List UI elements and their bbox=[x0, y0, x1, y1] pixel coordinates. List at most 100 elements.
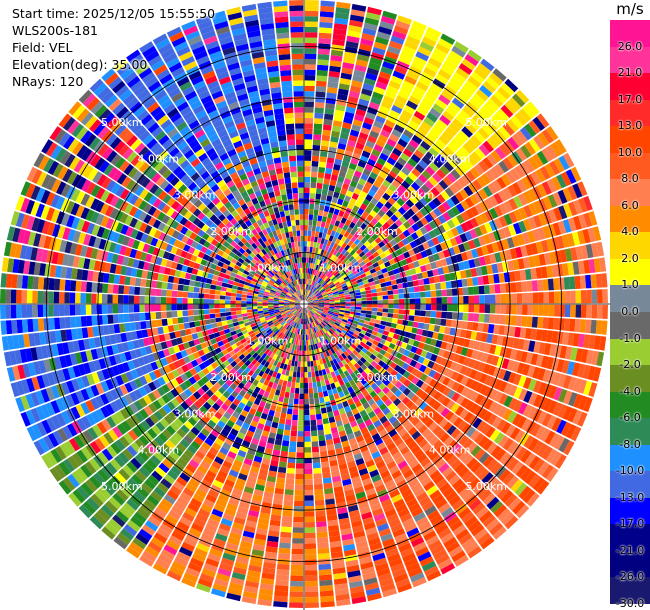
velocity-gate bbox=[289, 586, 304, 592]
velocity-gate bbox=[316, 259, 321, 266]
velocity-gate bbox=[374, 213, 382, 222]
velocity-gate bbox=[327, 212, 334, 219]
velocity-gate bbox=[340, 188, 348, 196]
velocity-gate bbox=[438, 94, 451, 106]
velocity-gate bbox=[535, 168, 546, 183]
velocity-gate bbox=[433, 207, 442, 217]
velocity-gate bbox=[454, 235, 463, 245]
velocity-gate bbox=[337, 198, 344, 206]
velocity-gate bbox=[430, 261, 438, 270]
velocity-gate bbox=[512, 182, 522, 195]
velocity-gate bbox=[410, 254, 418, 262]
velocity-gate bbox=[333, 294, 340, 298]
velocity-gate bbox=[305, 295, 308, 301]
velocity-gate bbox=[327, 246, 333, 253]
velocity-gate bbox=[421, 155, 432, 166]
velocity-gate bbox=[298, 409, 304, 416]
velocity-gate bbox=[503, 213, 513, 226]
velocity-gate bbox=[358, 132, 369, 140]
velocity-gate bbox=[349, 249, 356, 256]
velocity-gate bbox=[278, 547, 291, 554]
velocity-gate bbox=[377, 308, 383, 312]
velocity-gate bbox=[346, 253, 353, 260]
velocity-gate bbox=[299, 345, 302, 351]
velocity-gate bbox=[473, 257, 481, 267]
velocity-gate bbox=[462, 312, 469, 321]
velocity-gate bbox=[333, 191, 340, 199]
velocity-gate bbox=[307, 302, 314, 304]
velocity-gate bbox=[318, 435, 326, 442]
velocity-gate bbox=[360, 244, 367, 251]
velocity-gate bbox=[317, 172, 325, 179]
velocity-gate bbox=[482, 80, 496, 94]
velocity-gate bbox=[286, 381, 292, 388]
velocity-gate bbox=[331, 44, 345, 52]
velocity-gate bbox=[406, 70, 420, 81]
velocity-gate bbox=[304, 48, 317, 54]
velocity-gate bbox=[425, 248, 433, 257]
velocity-gate bbox=[361, 304, 367, 308]
velocity-gate bbox=[351, 175, 360, 183]
velocity-gate bbox=[559, 304, 566, 317]
velocity-gate bbox=[291, 559, 304, 566]
velocity-gate bbox=[447, 264, 455, 273]
velocity-gate bbox=[353, 69, 366, 78]
velocity-gate bbox=[406, 35, 421, 46]
velocity-gate bbox=[393, 201, 402, 210]
velocity-gate bbox=[452, 72, 467, 84]
velocity-gate bbox=[528, 120, 541, 135]
velocity-gate bbox=[382, 291, 388, 296]
velocity-gate bbox=[395, 278, 403, 284]
velocity-gate bbox=[319, 397, 325, 404]
velocity-gate bbox=[304, 356, 307, 362]
velocity-gate bbox=[446, 80, 460, 93]
velocity-gate bbox=[379, 105, 390, 115]
velocity-gate bbox=[332, 125, 342, 133]
velocity-gate bbox=[408, 95, 421, 106]
velocity-gate bbox=[321, 412, 328, 419]
velocity-gate bbox=[393, 100, 405, 110]
velocity-gate bbox=[305, 278, 307, 284]
velocity-gate bbox=[316, 220, 322, 227]
velocity-gate bbox=[582, 228, 591, 244]
velocity-gate bbox=[385, 188, 394, 197]
velocity-gate bbox=[409, 292, 415, 299]
velocity-gate bbox=[411, 168, 421, 178]
velocity-gate bbox=[482, 102, 496, 115]
velocity-gate bbox=[382, 308, 389, 313]
velocity-gate bbox=[304, 294, 306, 301]
velocity-gate bbox=[369, 57, 383, 66]
velocity-gate bbox=[396, 197, 405, 207]
velocity-gate bbox=[459, 233, 468, 243]
velocity-gate bbox=[418, 174, 428, 184]
velocity-gate bbox=[317, 265, 321, 271]
velocity-gate bbox=[352, 205, 360, 213]
velocity-gate bbox=[372, 304, 378, 308]
velocity-gate bbox=[359, 190, 368, 199]
velocity-gate bbox=[318, 286, 323, 291]
velocity-gate bbox=[489, 304, 496, 314]
velocity-gate bbox=[320, 249, 325, 256]
velocity-gate bbox=[350, 267, 357, 273]
velocity-gate bbox=[313, 269, 317, 276]
velocity-gate bbox=[313, 289, 319, 294]
velocity-gate bbox=[440, 190, 450, 201]
velocity-gate bbox=[401, 109, 413, 120]
velocity-gate bbox=[429, 162, 439, 172]
velocity-gate bbox=[340, 280, 346, 285]
velocity-gate bbox=[336, 285, 342, 290]
velocity-gate bbox=[533, 200, 543, 214]
velocity-gate bbox=[413, 191, 423, 201]
velocity-gate bbox=[281, 385, 287, 392]
velocity-gate bbox=[318, 558, 331, 565]
velocity-gate bbox=[370, 240, 378, 248]
velocity-gate bbox=[320, 450, 328, 458]
velocity-gate bbox=[349, 129, 360, 137]
velocity-gate bbox=[442, 249, 451, 258]
velocity-gate bbox=[449, 183, 459, 195]
velocity-gate bbox=[436, 169, 446, 179]
velocity-gate bbox=[321, 134, 331, 142]
velocity-gate bbox=[447, 157, 458, 169]
velocity-gate bbox=[304, 123, 313, 129]
velocity-gate bbox=[479, 200, 489, 212]
